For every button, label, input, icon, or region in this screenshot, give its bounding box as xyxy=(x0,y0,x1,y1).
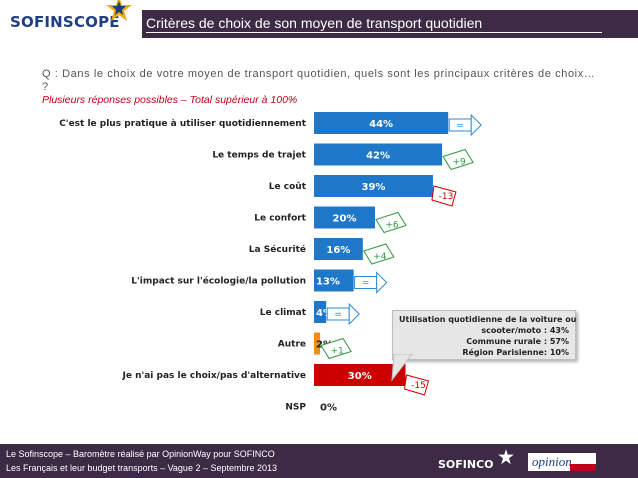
change-arrow-head xyxy=(348,302,360,326)
sofinscope-logo: SOFINSCOPE xyxy=(10,10,120,34)
category-label: NSP xyxy=(285,403,306,413)
callout-pointer xyxy=(391,354,413,382)
callout-box: Utilisation quotidienne de la voiture ou… xyxy=(392,310,576,360)
category-label: Le temps de trajet xyxy=(212,151,306,161)
bar xyxy=(314,269,354,292)
value-label: 13% xyxy=(316,277,340,288)
category-label: Je n'ai pas le choix/pas d'alternative xyxy=(121,371,306,381)
sofinco-logo: SOFINCO xyxy=(438,458,494,471)
value-label: 42% xyxy=(366,151,390,162)
change-label: +1 xyxy=(330,347,343,357)
title-underline xyxy=(146,32,602,33)
star-icon xyxy=(106,0,132,21)
category-label: Le coût xyxy=(269,182,307,192)
change-label: -15 xyxy=(411,381,426,391)
category-label: Le climat xyxy=(260,308,307,318)
change-arrow xyxy=(363,243,395,265)
category-label: La Sécurité xyxy=(249,244,306,255)
bar xyxy=(314,206,375,229)
bar xyxy=(314,143,443,166)
change-label: = xyxy=(334,310,342,320)
value-label: 16% xyxy=(326,245,350,256)
change-arrow xyxy=(320,337,352,360)
opinionway-text: opinion xyxy=(532,454,572,469)
question-text: Q : Dans le choix de votre moyen de tran… xyxy=(42,68,596,93)
logo-text: SOFINSCOPE xyxy=(10,13,120,31)
callout-line-2: scooter/moto : 43% xyxy=(481,326,569,335)
bar xyxy=(314,112,449,134)
value-label: 0% xyxy=(320,403,337,414)
callout-line-4: Région Parisienne: 10% xyxy=(462,348,569,357)
footer-survey: Les Français et leur budget transports –… xyxy=(6,463,278,473)
change-label: +6 xyxy=(385,221,399,231)
category-label: Autre xyxy=(278,340,306,350)
bar-chart: C'est le plus pratique à utiliser quotid… xyxy=(59,112,482,414)
change-arrow xyxy=(403,374,430,396)
page-title: Critères de choix de son moyen de transp… xyxy=(146,15,483,31)
answer-note: Plusieurs réponses possibles – Total sup… xyxy=(42,94,298,106)
title-band xyxy=(142,10,638,38)
change-arrow xyxy=(442,148,474,171)
value-label: 30% xyxy=(348,371,372,382)
bar xyxy=(314,332,321,355)
category-label: C'est le plus pratique à utiliser quotid… xyxy=(59,119,306,129)
change-arrow-head xyxy=(376,271,388,294)
value-label: 4% xyxy=(316,308,333,319)
value-label: 20% xyxy=(333,214,357,225)
category-label: Le confort xyxy=(254,214,306,224)
star-icon xyxy=(498,449,514,465)
bar xyxy=(314,364,406,386)
bar xyxy=(314,175,433,197)
change-arrow xyxy=(375,211,407,234)
change-label: = xyxy=(456,121,464,131)
value-label: 44% xyxy=(369,119,393,130)
bar xyxy=(314,238,363,260)
value-label: 39% xyxy=(362,182,386,193)
change-label: -13 xyxy=(439,192,454,202)
change-label: +4 xyxy=(373,252,387,262)
category-label: L'impact sur l'écologie/la pollution xyxy=(131,276,306,287)
footer-credit: Le Sofinscope – Baromètre réalisé par Op… xyxy=(6,449,275,459)
change-arrow xyxy=(431,185,457,207)
change-label: = xyxy=(362,279,370,289)
change-label: +9 xyxy=(452,158,466,168)
callout-line-1: Utilisation quotidienne de la voiture ou xyxy=(399,315,577,324)
opinionway-strip xyxy=(570,464,596,471)
bar xyxy=(314,301,327,323)
callout-line-3: Commune rurale : 57% xyxy=(466,337,569,346)
change-arrow-head xyxy=(470,113,482,137)
